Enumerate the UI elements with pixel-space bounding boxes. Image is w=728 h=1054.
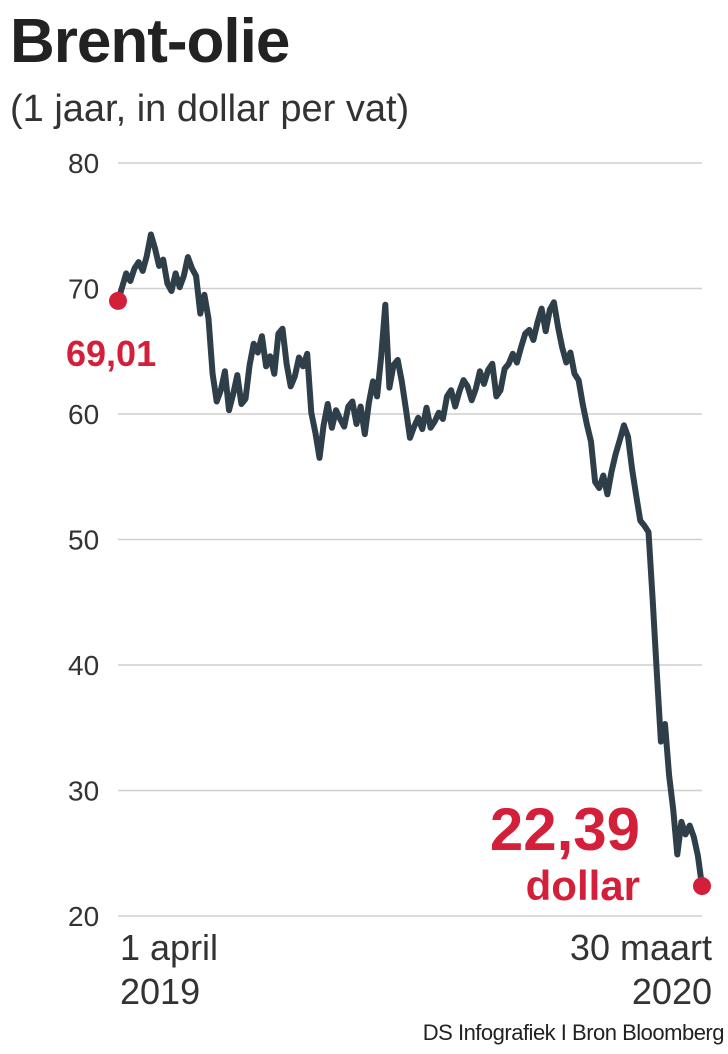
y-tick-label-60: 60 [68, 399, 99, 430]
y-tick-label-80: 80 [68, 148, 99, 179]
chart-title: Brent-olie [10, 7, 290, 76]
y-tick-label-70: 70 [68, 274, 99, 305]
start-point-dot [109, 291, 127, 310]
y-tick-label-50: 50 [68, 525, 99, 556]
y-tick-label-20: 20 [68, 901, 99, 932]
end-value-label: 22,39 [490, 796, 640, 863]
start-value-label: 69,01 [66, 333, 156, 374]
x-label-start-year: 2019 [120, 971, 200, 1012]
end-point-dot [693, 877, 711, 896]
grid-lines [118, 162, 702, 917]
price-series [115, 231, 705, 889]
source-credit: DS Infografiek I Bron Bloomberg [422, 1020, 725, 1045]
chart-subtitle: (1 jaar, in dollar per vat) [10, 88, 410, 130]
x-label-end-date: 30 maart [570, 927, 712, 968]
y-tick-label-40: 40 [68, 650, 99, 681]
x-label-end-year: 2020 [632, 971, 712, 1012]
x-label-start-date: 1 april [120, 927, 218, 968]
price-line [115, 231, 705, 889]
end-unit-label: dollar [526, 862, 640, 909]
y-tick-label-30: 30 [68, 776, 99, 807]
